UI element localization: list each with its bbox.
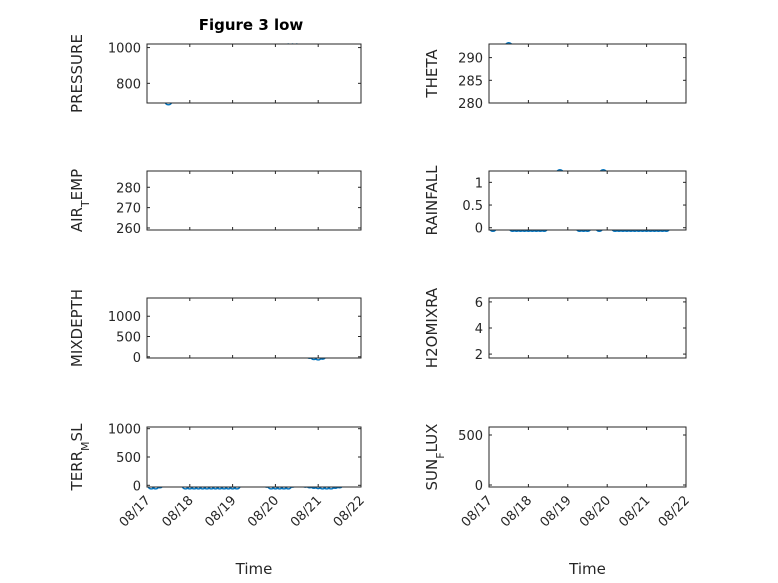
x-tick-label: 08/19 [202, 493, 239, 530]
y-tick-label: 1 [475, 176, 483, 191]
x-tick-label: 08/21 [616, 493, 653, 530]
y-tick-label: 500 [116, 451, 141, 466]
y-tick-label: 270 [116, 202, 141, 217]
y-axis-label: PRESSURE [68, 34, 86, 113]
x-tick-label: 08/18 [160, 493, 197, 530]
y-tick-label: 285 [458, 74, 483, 89]
y-tick-label: 0 [133, 479, 141, 494]
y-tick-label: 6 [475, 296, 483, 311]
y-tick-label: 800 [116, 77, 141, 92]
y-tick-label: 290 [458, 52, 483, 67]
figure-title: Figure 3 low [199, 16, 304, 34]
subplot-rainfall: 0 0.5 1 RAINFALL [423, 165, 687, 237]
y-tick-label: 2 [475, 348, 483, 363]
x-tick-label: 08/22 [656, 493, 693, 530]
y-tick-label: 0 [475, 479, 483, 494]
axes-box [146, 297, 362, 359]
axes-box [488, 43, 687, 104]
x-tick-label: 08/20 [245, 493, 282, 530]
y-tick-label: 0 [133, 351, 141, 366]
y-tick-label: 0 [475, 222, 483, 237]
y-axis-label: RAINFALL [423, 165, 441, 236]
subplot-pressure: 800 1000 PRESSURE [68, 34, 362, 113]
subplot-air_temp: 260 270 280 AIRTEMP [68, 169, 362, 237]
axes-box [488, 426, 687, 488]
y-axis-label: MIXDEPTH [68, 289, 86, 367]
x-axis-label: Time [235, 560, 273, 578]
y-tick-label: 1000 [108, 310, 141, 325]
y-axis-label: THETA [423, 49, 441, 99]
axes-box [146, 426, 362, 488]
y-tick-label: 500 [116, 331, 141, 346]
subplot-mixdepth: 0 500 1000 MIXDEPTH [68, 289, 362, 367]
axes-box [146, 170, 362, 231]
y-tick-label: 4 [475, 322, 483, 337]
y-tick-label: 500 [458, 429, 483, 444]
subplot-sun_flux: 0 500 08/17 08/18 08/19 08/20 08/21 08/22 SUNFLU… [423, 424, 693, 578]
y-tick-label: 280 [116, 181, 141, 196]
subplot-h2omixra: 2 4 6 H2OMIXRA [423, 287, 687, 368]
y-tick-label: 260 [116, 222, 141, 237]
y-axis-label: AIRTEMP [68, 169, 92, 232]
y-tick-label: 280 [458, 97, 483, 112]
y-tick-label: 1000 [108, 42, 141, 57]
y-axis-label: SUNFLUX [423, 424, 447, 491]
x-tick-label: 08/22 [331, 493, 368, 530]
x-axis-label: Time [568, 560, 606, 578]
subplot-terr_msl: 0 500 1000 08/17 08/18 08/19 08/20 08/21 08/22 TE… [68, 423, 368, 578]
axes-box [488, 297, 687, 359]
axes-box [146, 43, 362, 104]
y-axis-label: H2OMIXRA [423, 287, 441, 368]
x-tick-label: 08/17 [117, 493, 154, 530]
axes-box [488, 170, 687, 231]
x-tick-label: 08/19 [538, 493, 575, 530]
subplot-theta: 280 285 290 THETA [423, 41, 687, 112]
x-tick-label: 08/17 [459, 493, 496, 530]
y-tick-label: 0.5 [462, 199, 483, 214]
x-tick-label: 08/18 [498, 493, 535, 530]
x-tick-label: 08/20 [577, 493, 614, 530]
y-axis-label: TERRMSL [68, 423, 92, 492]
x-tick-label: 08/21 [288, 493, 325, 530]
y-tick-label: 1000 [108, 423, 141, 438]
